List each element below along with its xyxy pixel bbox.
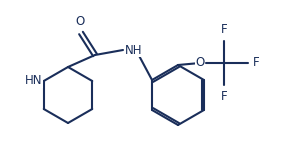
Text: F: F [253,56,260,70]
Text: O: O [75,15,85,28]
Text: F: F [221,90,227,103]
Text: O: O [195,56,205,70]
Text: F: F [221,23,227,36]
Text: NH: NH [125,44,142,56]
Text: HN: HN [25,75,43,88]
